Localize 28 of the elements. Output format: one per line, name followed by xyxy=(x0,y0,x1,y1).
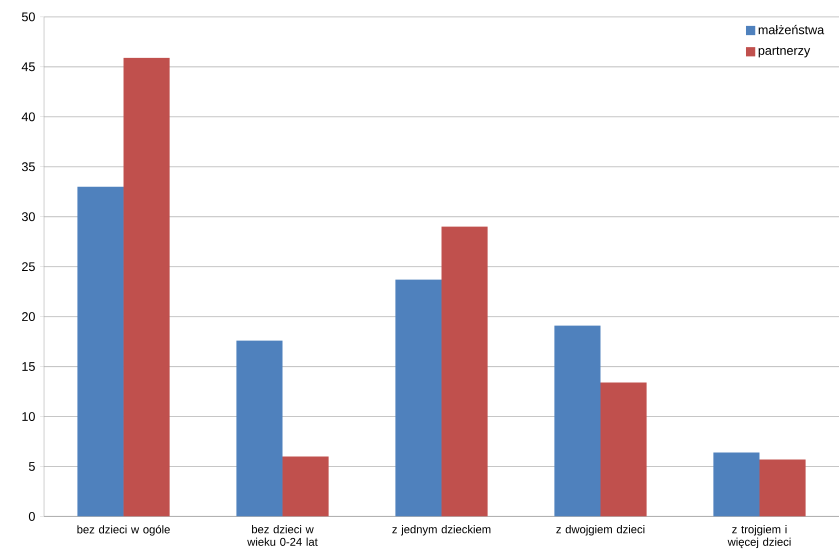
y-tick-label: 20 xyxy=(22,312,35,322)
x-tick-label: z jednym dzieckiem xyxy=(392,525,490,536)
y-tick-label: 25 xyxy=(22,262,35,272)
y-tick-label: 15 xyxy=(22,362,35,371)
x-tick-label: z dwojgiem dzieci xyxy=(556,525,644,536)
y-tick-label: 50 xyxy=(22,12,35,22)
bar xyxy=(554,326,600,516)
x-tick-label: z trojgiem i więcej dzieci xyxy=(728,525,791,548)
y-tick-label: 5 xyxy=(28,462,35,471)
bar xyxy=(124,58,170,516)
y-tick-label: 35 xyxy=(22,162,35,172)
legend-label: małżeństwa xyxy=(758,24,824,34)
x-tick-label: bez dzieci w wieku 0-24 lat xyxy=(247,525,318,546)
bar xyxy=(442,226,488,516)
bar xyxy=(395,280,442,516)
x-tick-label: bez dzieci w ogóle xyxy=(77,525,170,536)
y-tick-label: 10 xyxy=(22,412,35,421)
bar xyxy=(600,382,647,516)
bar xyxy=(759,459,806,516)
y-tick-label: 30 xyxy=(22,212,35,222)
y-tick-label: 45 xyxy=(22,62,35,72)
y-tick-label: 40 xyxy=(22,112,35,122)
y-tick-label: 0 xyxy=(28,512,35,521)
bar xyxy=(282,456,329,516)
bar xyxy=(236,340,283,516)
legend-label: partnerzy xyxy=(758,46,810,58)
bar xyxy=(713,452,760,516)
bar xyxy=(77,186,124,516)
